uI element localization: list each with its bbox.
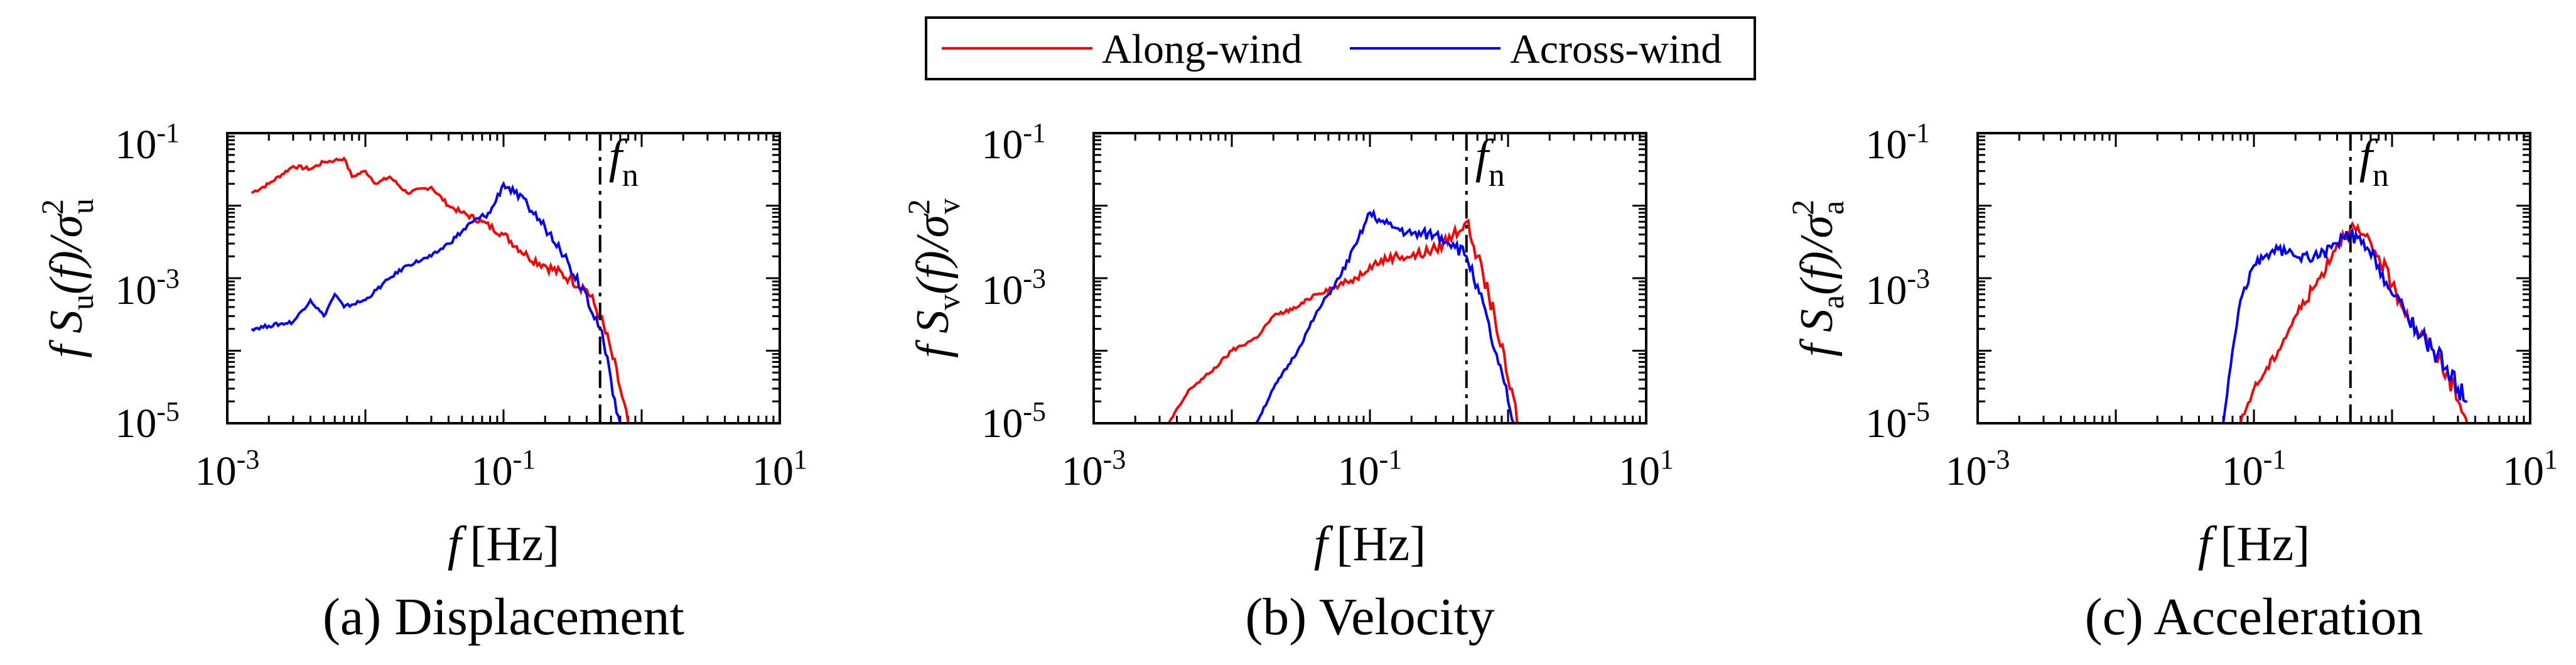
y-tick-label-bottom: 10-5 xyxy=(981,396,1046,446)
panel-displacement: fn 10-1 10-3 10-5 10-3 10-1 101 f [Hz] f … xyxy=(35,117,807,646)
legend-label-across: Across-wind xyxy=(1510,26,1722,72)
y-tick-label-bottom: 10-5 xyxy=(115,396,180,446)
fn-label: fn xyxy=(1475,130,1505,193)
x-tick-label-left: 10-3 xyxy=(1062,444,1126,494)
series-along-wind-line xyxy=(251,156,630,423)
x-axis-label: f [Hz] xyxy=(2198,516,2310,571)
panel-caption: (a) Displacement xyxy=(323,588,684,646)
legend: Along-wind Across-wind xyxy=(925,16,1756,80)
y-tick-label-top: 10-1 xyxy=(115,117,180,168)
x-axis-label: f [Hz] xyxy=(448,516,560,571)
plot-frame xyxy=(1976,132,2531,424)
y-tick-label-top: 10-1 xyxy=(1865,117,1930,168)
x-tick-label-right: 101 xyxy=(752,444,807,494)
x-axis-label: f [Hz] xyxy=(1314,516,1426,571)
y-axis-label: f Sv(f)/σ2v xyxy=(901,198,966,358)
x-tick-label-right: 101 xyxy=(2503,444,2558,494)
y-tick-label-mid: 10-3 xyxy=(1865,263,1930,313)
y-tick-label-bottom: 10-5 xyxy=(1865,396,1930,446)
y-axis-label: f Su(f)/σ2u xyxy=(35,198,100,358)
y-tick-label-mid: 10-3 xyxy=(115,263,180,313)
series-across-wind-line xyxy=(2222,227,2467,423)
series-along-wind-line xyxy=(1167,218,1520,423)
series-across-wind-line xyxy=(251,181,622,423)
minor-ticks xyxy=(1976,133,2530,424)
x-tick-label-mid: 10-1 xyxy=(2222,444,2287,494)
legend-label-along: Along-wind xyxy=(1102,26,1302,72)
x-tick-label-mid: 10-1 xyxy=(472,444,536,494)
minor-ticks xyxy=(1092,133,1646,424)
x-tick-label-left: 10-3 xyxy=(1946,444,2010,494)
fn-label: fn xyxy=(2359,130,2389,193)
x-tick-label-mid: 10-1 xyxy=(1338,444,1403,494)
y-tick-label-mid: 10-3 xyxy=(981,263,1046,313)
x-tick-label-left: 10-3 xyxy=(195,444,260,494)
plot-frame xyxy=(1092,132,1647,424)
series-across-wind-line xyxy=(1255,208,1515,423)
panel-velocity: fn 10-1 10-3 10-5 10-3 10-1 101 f [Hz] f … xyxy=(901,117,1674,646)
y-tick-label-top: 10-1 xyxy=(981,117,1046,168)
y-axis-label: f Sa(f)/σ2a xyxy=(1785,200,1850,357)
panel-caption: (c) Acceleration xyxy=(2085,588,2423,646)
minor-ticks xyxy=(226,133,780,424)
plot-frame xyxy=(226,132,781,424)
panel-acceleration: fn 10-1 10-3 10-5 10-3 10-1 101 f [Hz] f … xyxy=(1785,117,2558,646)
fn-label: fn xyxy=(609,130,639,193)
panel-caption: (b) Velocity xyxy=(1245,588,1494,646)
x-tick-label-right: 101 xyxy=(1619,444,1674,494)
